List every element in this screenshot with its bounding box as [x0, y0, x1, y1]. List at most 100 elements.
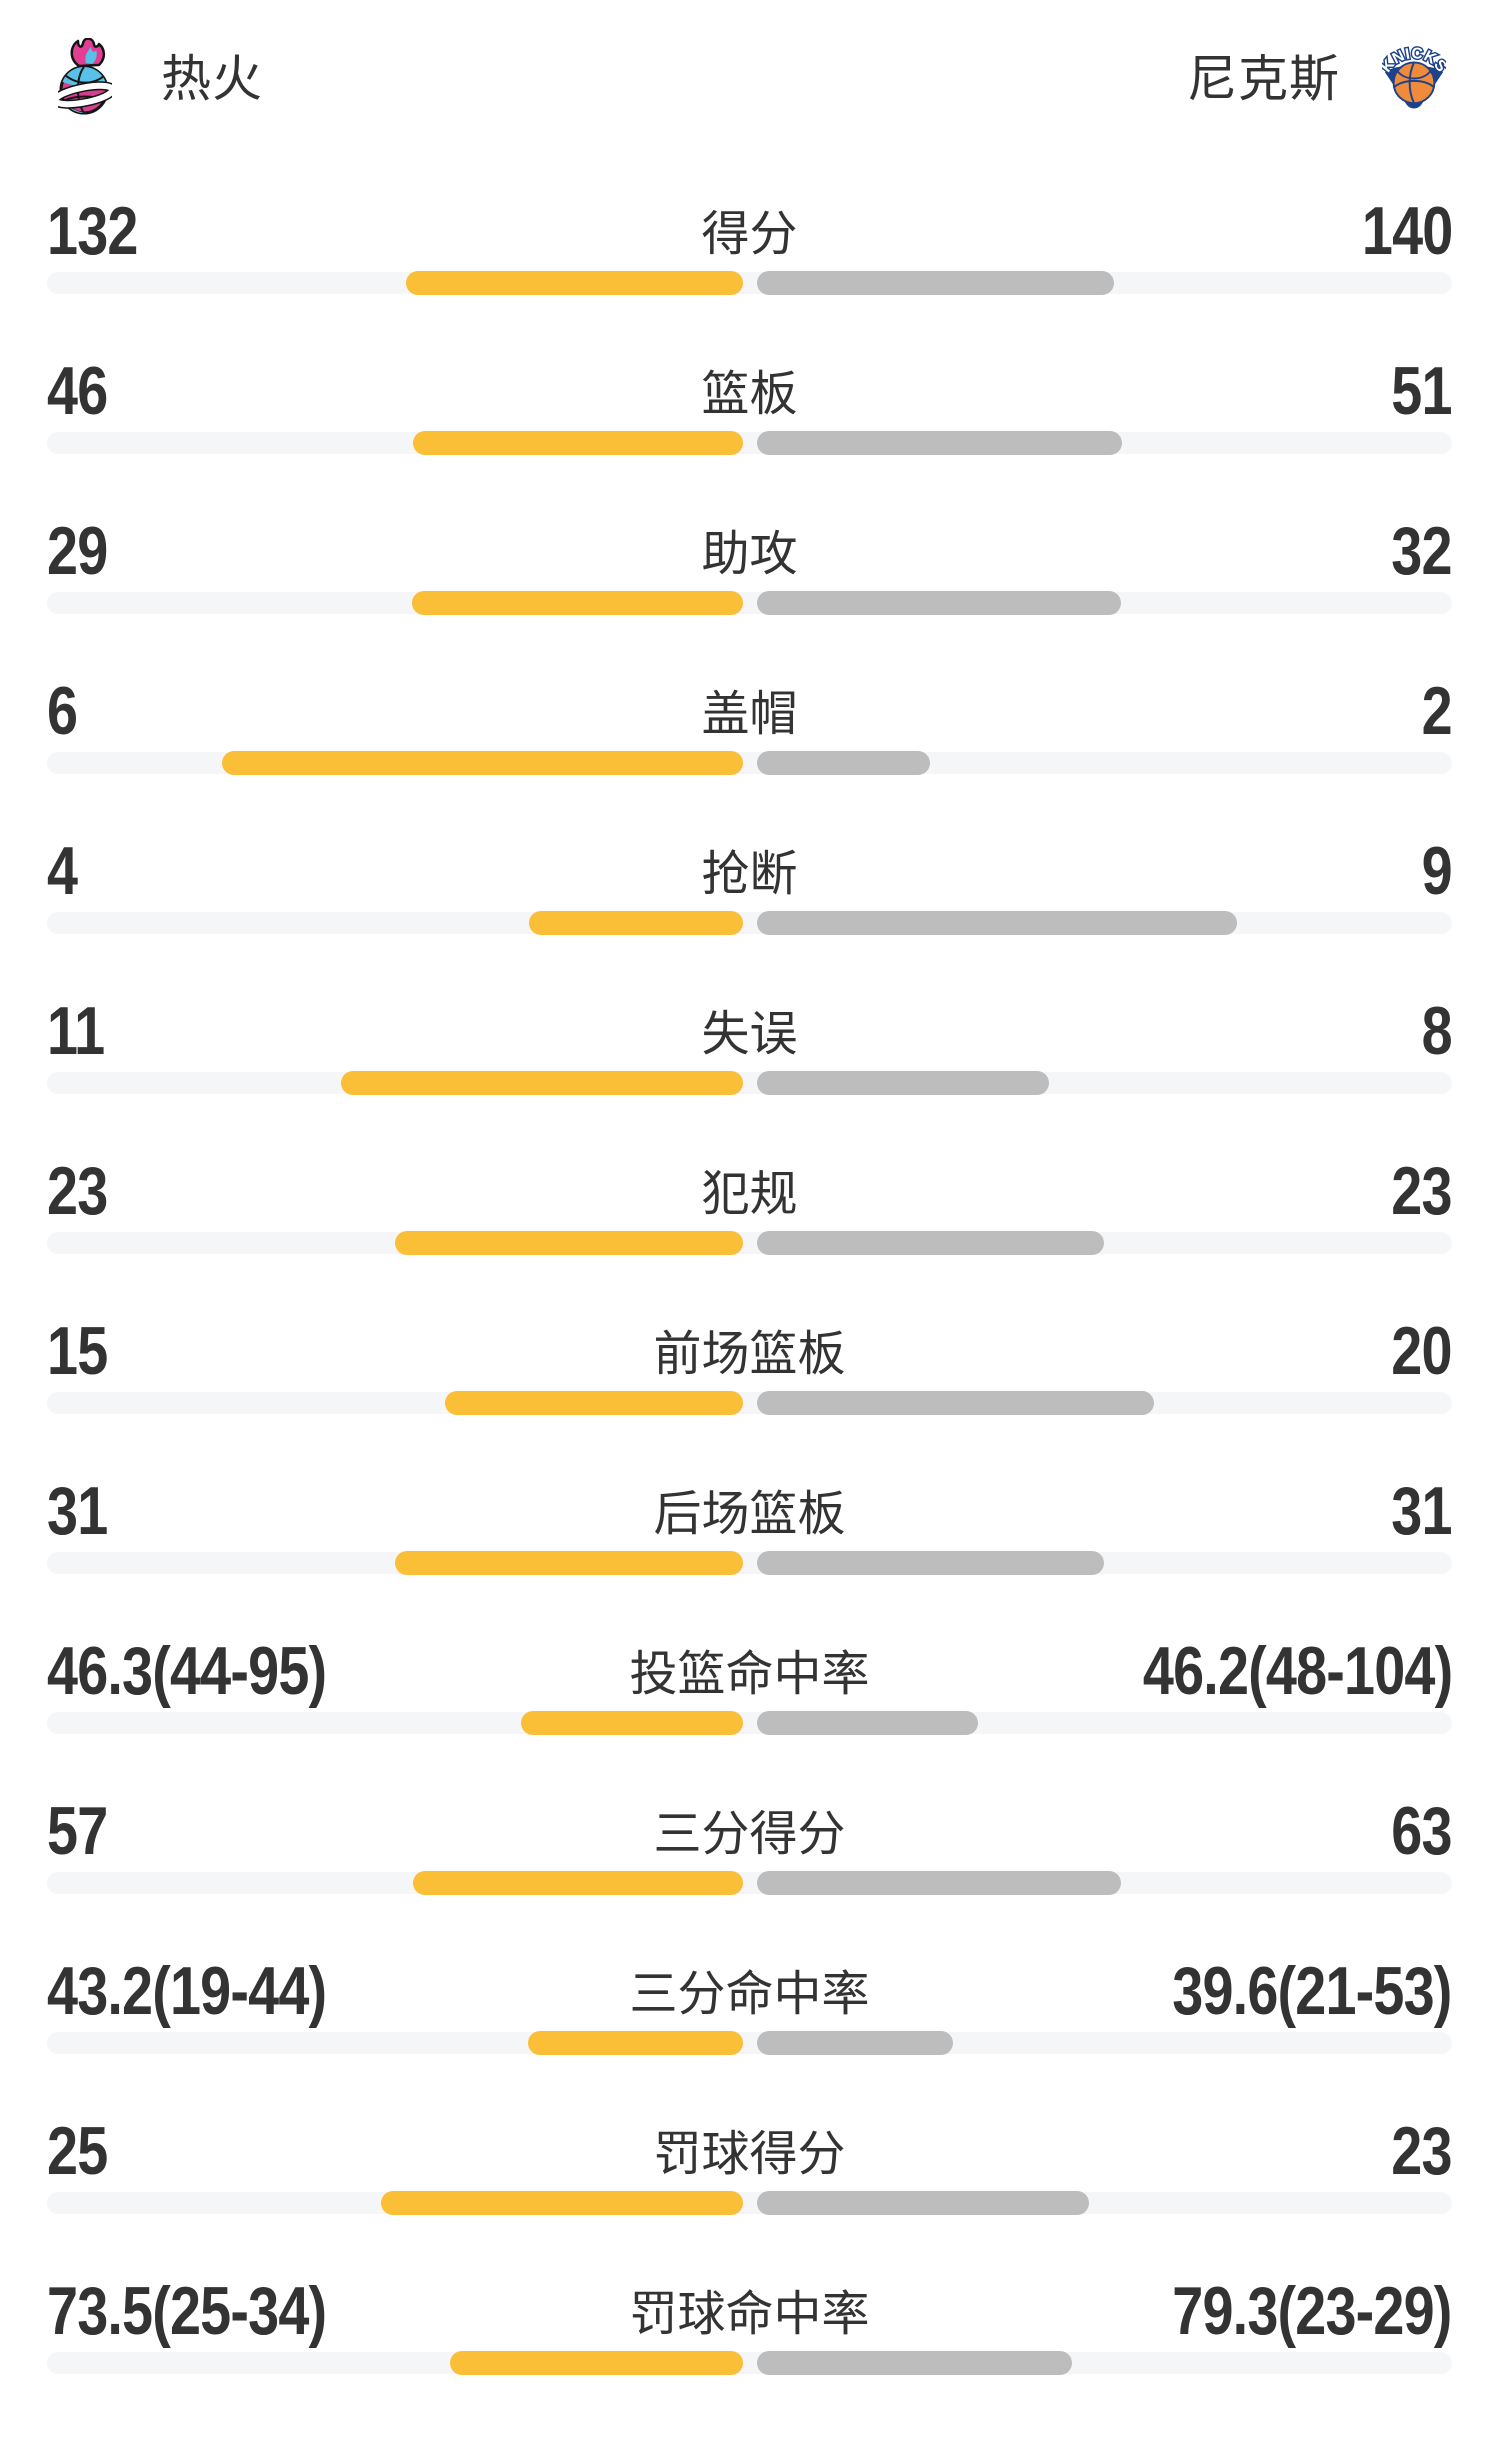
home-value: 43.2(19-44): [47, 1953, 327, 2029]
away-value: 32: [1391, 513, 1453, 589]
bar-track: [47, 1871, 1452, 1895]
home-value: 15: [47, 1313, 108, 1389]
stat-label: 得分: [701, 208, 798, 261]
stats-list: 132 得分 140 46 篮板 51 29 助攻 32: [47, 197, 1453, 2441]
away-bar: [756, 751, 931, 775]
bar-track: [47, 1231, 1452, 1255]
stat-label: 三分命中率: [629, 1968, 870, 2021]
away-value: 23: [1391, 1153, 1453, 1229]
home-bar: [380, 2191, 743, 2215]
stat-row: 46 篮板 51: [47, 357, 1453, 521]
home-value: 23: [47, 1153, 108, 1229]
away-value: 39.6(21-53): [1172, 1953, 1453, 2029]
home-value: 4: [47, 833, 78, 909]
stat-row: 29 助攻 32: [47, 517, 1453, 681]
away-bar: [756, 1551, 1104, 1575]
away-team-name: 尼克斯: [1187, 51, 1340, 107]
stat-row: 73.5(25-34) 罚球命中率 79.3(23-29): [47, 2277, 1453, 2441]
bar-track: [47, 1391, 1452, 1415]
stat-row: 11 失误 8: [47, 997, 1453, 1161]
home-value: 132: [47, 193, 138, 269]
stat-row: 25 罚球得分 23: [47, 2117, 1453, 2281]
away-bar: [756, 2031, 954, 2055]
away-value: 20: [1391, 1313, 1453, 1389]
stat-row: 31 后场篮板 31: [47, 1477, 1453, 1641]
stat-row: 132 得分 140: [47, 197, 1453, 361]
stat-row: 15 前场篮板 20: [47, 1317, 1453, 1481]
away-bar: [756, 911, 1238, 935]
stat-row: 43.2(19-44) 三分命中率 39.6(21-53): [47, 1957, 1453, 2121]
stat-label: 罚球得分: [653, 2128, 846, 2181]
stat-label: 三分得分: [653, 1808, 846, 1861]
bar-track: [47, 1071, 1452, 1095]
home-bar: [395, 1551, 743, 1575]
stat-label: 盖帽: [701, 688, 798, 741]
home-bar: [412, 1871, 743, 1895]
stat-label: 罚球命中率: [629, 2288, 870, 2341]
away-bar: [756, 2351, 1073, 2375]
home-team-header[interactable]: 热火: [50, 36, 263, 121]
away-value: 140: [1361, 193, 1452, 269]
home-bar: [520, 1711, 743, 1735]
knicks-logo-icon: KNICKS: [1376, 42, 1451, 117]
bar-track: [47, 2031, 1452, 2055]
home-value: 25: [47, 2113, 108, 2189]
stat-row: 57 三分得分 63: [47, 1797, 1453, 1961]
home-bar: [395, 1231, 743, 1255]
away-value: 8: [1421, 993, 1453, 1069]
stat-label: 抢断: [701, 848, 798, 901]
home-bar: [340, 1071, 743, 1095]
away-team-header[interactable]: 尼克斯 KNICKS: [1187, 42, 1451, 117]
stat-row: 6 盖帽 2: [47, 677, 1453, 841]
stat-label: 失误: [701, 1008, 798, 1061]
header: 热火 尼克斯 KNICKS: [47, 36, 1452, 121]
home-value: 29: [47, 513, 108, 589]
away-bar: [756, 431, 1122, 455]
stat-label: 篮板: [701, 368, 798, 421]
home-value: 46: [47, 353, 108, 429]
home-value: 57: [47, 1793, 108, 1869]
home-bar: [527, 2031, 743, 2055]
home-value: 31: [47, 1473, 108, 1549]
stat-label: 助攻: [701, 528, 798, 581]
away-bar: [756, 2191, 1089, 2215]
home-bar: [528, 911, 743, 935]
away-value: 9: [1421, 833, 1453, 909]
home-bar: [405, 271, 743, 295]
home-bar: [449, 2351, 743, 2375]
bar-track: [47, 751, 1452, 775]
bar-track: [47, 271, 1452, 295]
stat-label: 犯规: [701, 1168, 798, 1221]
away-bar: [756, 1231, 1104, 1255]
away-bar: [756, 271, 1114, 295]
stat-row: 46.3(44-95) 投篮命中率 46.2(48-104): [47, 1637, 1453, 1801]
away-value: 2: [1421, 673, 1453, 749]
bar-track: [47, 2191, 1452, 2215]
home-value: 6: [47, 673, 78, 749]
bar-track: [47, 591, 1452, 615]
away-value: 46.2(48-104): [1142, 1633, 1453, 1709]
away-value: 63: [1391, 1793, 1453, 1869]
home-team-name: 热火: [161, 51, 263, 107]
away-bar: [756, 1871, 1121, 1895]
away-bar: [756, 1391, 1154, 1415]
home-value: 46.3(44-95): [47, 1633, 327, 1709]
home-bar: [221, 751, 743, 775]
bar-track: [47, 431, 1452, 455]
stat-label: 后场篮板: [653, 1488, 846, 1541]
stat-row: 23 犯规 23: [47, 1157, 1453, 1321]
away-value: 51: [1391, 353, 1453, 429]
away-bar: [756, 1711, 979, 1735]
stat-row: 4 抢断 9: [47, 837, 1453, 1001]
bar-track: [47, 911, 1452, 935]
away-bar: [756, 1071, 1049, 1095]
bar-track: [47, 1711, 1452, 1735]
stat-label: 前场篮板: [653, 1328, 846, 1381]
home-value: 73.5(25-34): [47, 2273, 327, 2349]
home-bar: [444, 1391, 743, 1415]
bar-track: [47, 2351, 1452, 2375]
away-value: 31: [1391, 1473, 1453, 1549]
away-value: 23: [1391, 2113, 1453, 2189]
home-bar: [412, 591, 743, 615]
away-value: 79.3(23-29): [1172, 2273, 1453, 2349]
